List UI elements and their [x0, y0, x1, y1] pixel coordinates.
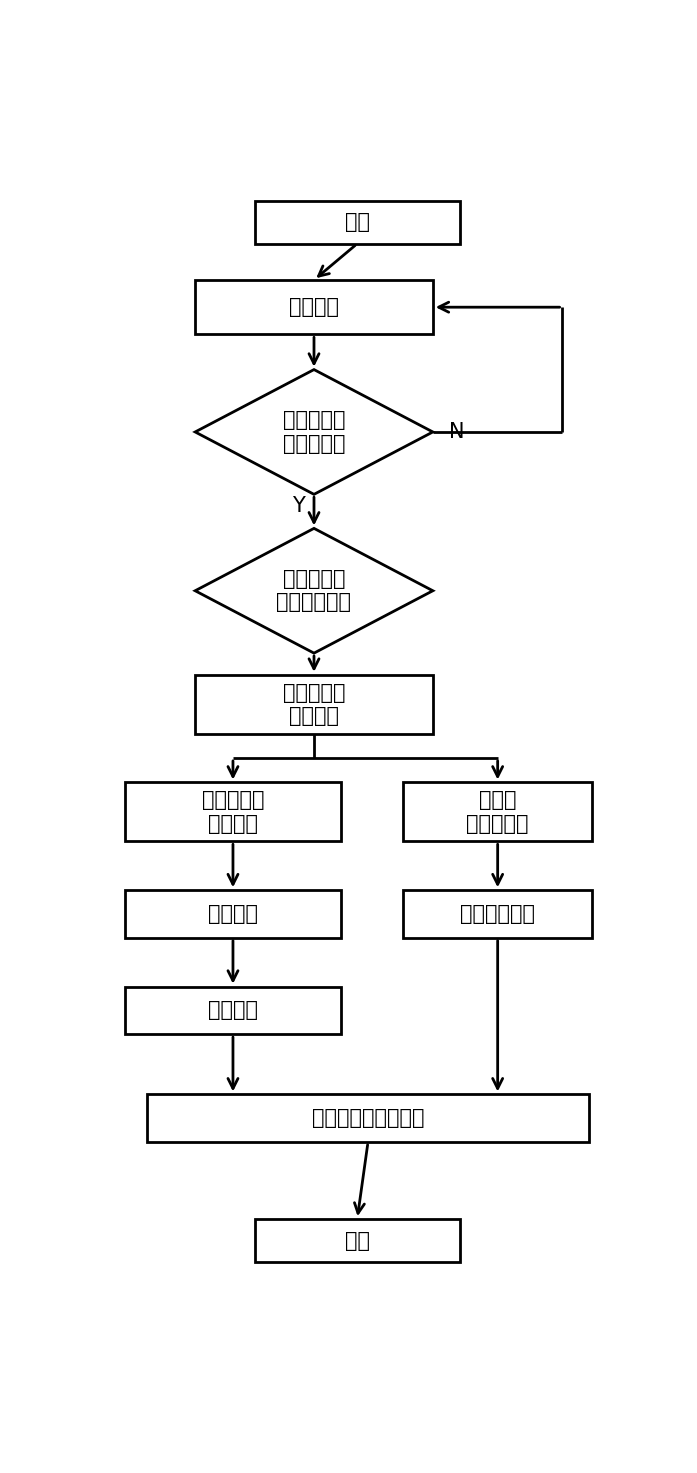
Text: 联合定位及误差估计: 联合定位及误差估计 [312, 1108, 424, 1128]
Text: 判断可接收
信号的站点？: 判断可接收 信号的站点？ [277, 569, 351, 613]
Polygon shape [195, 370, 433, 495]
Text: 开始: 开始 [345, 212, 369, 233]
Text: 时差估计: 时差估计 [208, 1000, 258, 1021]
Text: 结束: 结束 [345, 1230, 369, 1251]
Polygon shape [195, 529, 433, 653]
Text: 判断是否为
目标信号？: 判断是否为 目标信号？ [283, 411, 345, 454]
FancyBboxPatch shape [254, 200, 460, 243]
FancyBboxPatch shape [403, 782, 592, 841]
FancyBboxPatch shape [125, 987, 341, 1034]
Text: 搜索监测: 搜索监测 [289, 298, 339, 317]
Text: 传播路径统计: 传播路径统计 [460, 904, 535, 924]
FancyBboxPatch shape [403, 890, 592, 938]
Text: 数据传输: 数据传输 [208, 904, 258, 924]
FancyBboxPatch shape [195, 675, 433, 734]
Text: 电离层
分析或探测: 电离层 分析或探测 [466, 791, 529, 834]
Text: Y: Y [293, 496, 305, 516]
FancyBboxPatch shape [125, 782, 341, 841]
Text: 启动各相应
站点采集: 启动各相应 站点采集 [283, 682, 345, 726]
FancyBboxPatch shape [195, 280, 433, 334]
Text: N: N [449, 421, 464, 442]
FancyBboxPatch shape [125, 890, 341, 938]
FancyBboxPatch shape [254, 1220, 460, 1262]
FancyBboxPatch shape [146, 1094, 590, 1142]
Text: 各接收站点
信号同步: 各接收站点 信号同步 [201, 791, 264, 834]
